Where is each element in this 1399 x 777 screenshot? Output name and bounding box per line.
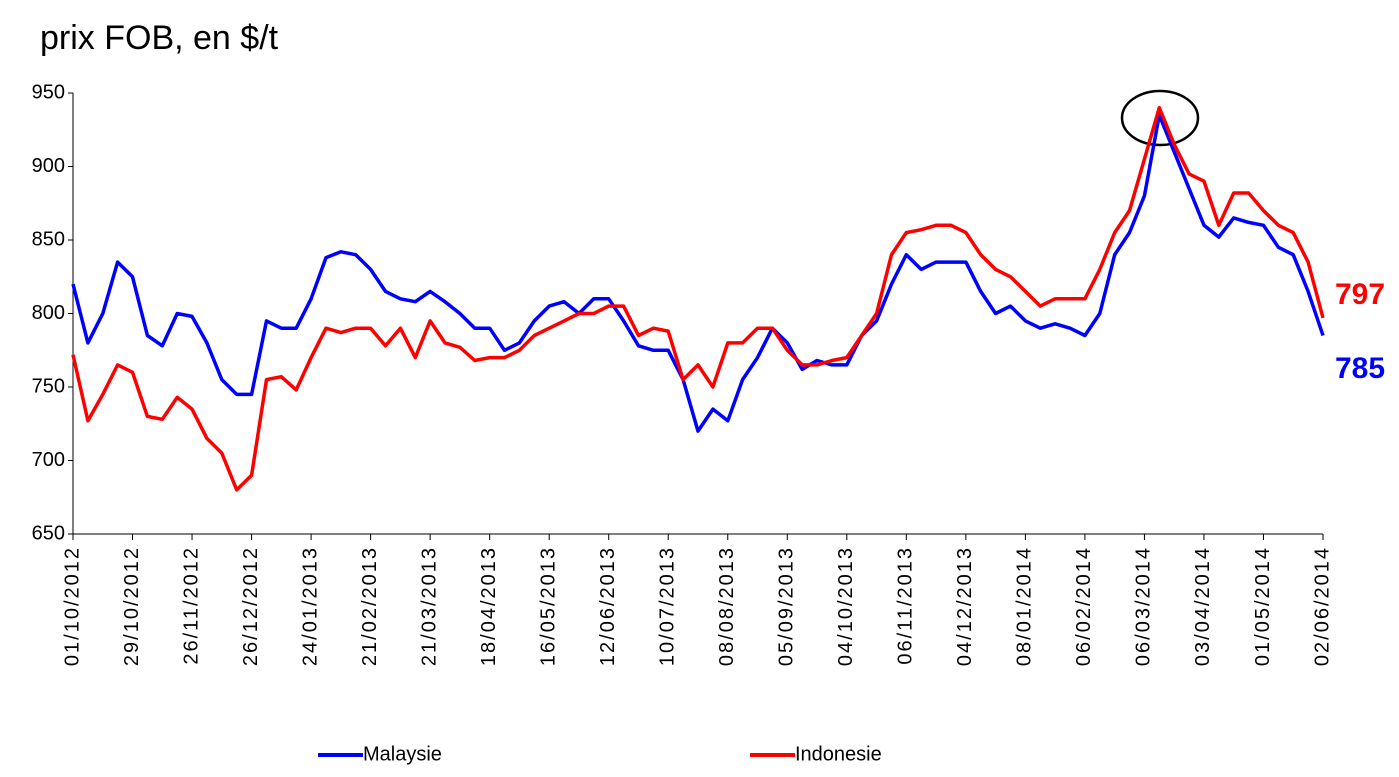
x-tick-label: 26/11/2012 (180, 546, 202, 665)
x-tick-label: 10/07/2013 (657, 546, 679, 666)
y-tick-label: 900 (32, 155, 65, 177)
legend-label: Indonesie (795, 743, 882, 765)
y-tick-label: 950 (32, 81, 65, 103)
y-tick-label: 750 (32, 375, 65, 397)
x-tick-label: 02/06/2014 (1311, 546, 1333, 666)
x-tick-label: 05/09/2013 (776, 546, 798, 666)
x-tick-label: 08/08/2013 (716, 546, 738, 666)
y-tick-label: 800 (32, 302, 65, 324)
end-value-label: 797 (1335, 278, 1385, 311)
x-tick-label: 06/11/2013 (895, 546, 917, 665)
x-tick-label: 12/06/2013 (597, 546, 619, 666)
y-tick-label: 700 (32, 449, 65, 471)
x-tick-label: 21/03/2013 (418, 546, 440, 666)
x-tick-label: 16/05/2013 (537, 546, 559, 666)
highlight-ellipse (1120, 89, 1200, 147)
x-tick-label: 21/02/2013 (359, 546, 381, 666)
x-tick-label: 04/10/2013 (835, 546, 857, 666)
end-value-label: 785 (1335, 352, 1385, 385)
series-line (71, 105, 1325, 492)
x-tick-label: 24/01/2013 (299, 546, 321, 666)
x-tick-label: 03/04/2014 (1192, 546, 1214, 666)
x-tick-label: 29/10/2012 (121, 546, 143, 666)
series-line (71, 113, 1325, 433)
x-tick-label: 01/10/2012 (61, 546, 83, 666)
chart-title: prix FOB, en $/t (40, 19, 279, 57)
legend-label: Malaysie (363, 743, 442, 765)
x-tick-label: 06/03/2014 (1133, 546, 1155, 666)
y-tick-label: 850 (32, 228, 65, 250)
y-tick-label: 650 (32, 522, 65, 544)
x-tick-label: 08/01/2014 (1014, 546, 1036, 666)
x-tick-label: 04/12/2013 (954, 546, 976, 666)
x-tick-label: 26/12/2012 (240, 546, 262, 666)
x-tick-label: 18/04/2013 (478, 546, 500, 666)
x-tick-label: 06/02/2014 (1073, 546, 1095, 666)
x-tick-label: 01/05/2014 (1252, 546, 1274, 666)
